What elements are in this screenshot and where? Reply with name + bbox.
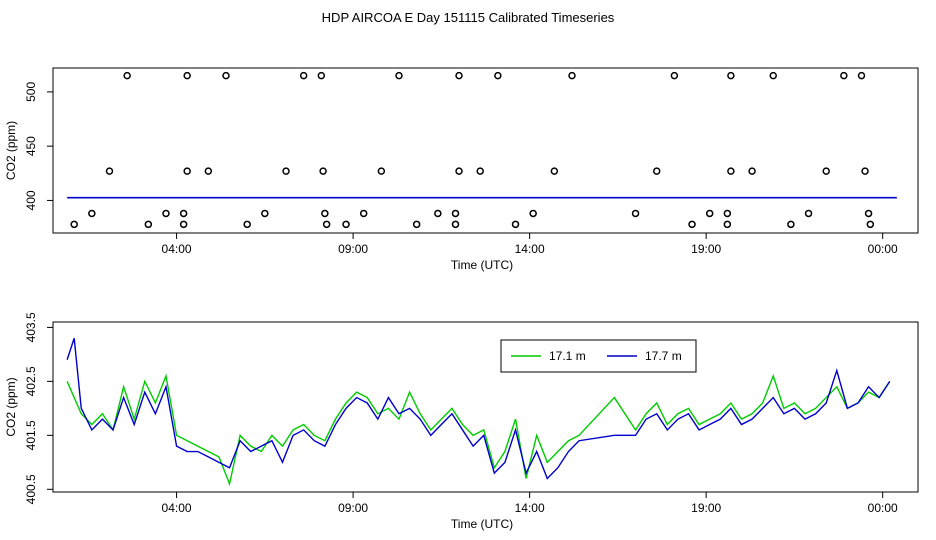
data-point	[222, 71, 230, 80]
data-point	[162, 209, 170, 218]
x-tick-label: 00:00	[868, 242, 898, 256]
data-point	[723, 220, 732, 229]
x-tick-label: 00:00	[868, 501, 898, 515]
y-axis-label: CO2 (ppm)	[4, 377, 18, 436]
y-tick-label: 450	[24, 136, 38, 156]
data-point	[494, 71, 502, 80]
bottom-panel-line: 04:00 09:00 14:00 19:00 00:00 400.5 401.5 402.5…	[4, 312, 919, 531]
data-point	[123, 71, 131, 80]
data-point	[787, 220, 795, 229]
data-point	[342, 220, 350, 229]
x-tick-label: 14:00	[515, 242, 545, 256]
figure-title: HDP AIRCOA E Day 151115 Calibrated Times…	[322, 10, 615, 25]
plot-frame	[52, 321, 919, 493]
data-point	[204, 167, 213, 175]
data-point	[88, 209, 96, 218]
data-point	[179, 209, 188, 218]
data-point	[183, 71, 191, 80]
data-point	[866, 220, 875, 229]
data-point	[412, 220, 421, 229]
data-point	[804, 209, 813, 218]
y-tick-label: 401.5	[24, 420, 38, 450]
data-point	[631, 209, 640, 218]
y-tick-label: 500	[24, 82, 38, 102]
data-point	[861, 167, 869, 175]
x-tick-label: 04:00	[162, 501, 192, 515]
data-point	[769, 71, 777, 80]
y-tick-label: 403.5	[24, 312, 38, 342]
data-point	[282, 167, 290, 175]
x-tick-label: 19:00	[691, 242, 721, 256]
data-point	[568, 71, 576, 80]
x-tick-label: 14:00	[515, 501, 545, 515]
y-axis-label: CO2 (ppm)	[4, 121, 18, 180]
data-point	[688, 220, 696, 229]
data-point	[840, 71, 848, 80]
legend-entry: 17.7 m	[645, 349, 682, 363]
data-point	[476, 167, 484, 175]
data-point	[70, 220, 78, 229]
data-point	[317, 71, 326, 80]
data-point	[723, 209, 732, 218]
data-point	[864, 209, 873, 218]
x-tick-label: 19:00	[691, 501, 721, 515]
legend-entry: 17.1 m	[549, 349, 586, 363]
top-panel-scatter: 04:00 09:00 14:00 19:00 00:00 400 450 500 Time (…	[4, 67, 919, 272]
x-axis-label: Time (UTC)	[451, 517, 513, 531]
data-point	[748, 167, 756, 175]
data-point	[550, 167, 559, 175]
data-point	[377, 167, 386, 175]
data-point	[455, 167, 463, 175]
data-point	[105, 167, 114, 175]
data-point	[243, 220, 251, 229]
data-point	[529, 209, 537, 218]
data-point	[822, 167, 830, 175]
data-point	[451, 220, 460, 229]
data-point	[144, 220, 153, 229]
data-point	[705, 209, 714, 218]
data-point	[434, 209, 442, 218]
legend-box	[500, 339, 697, 373]
data-point	[261, 209, 269, 218]
x-tick-label: 04:00	[162, 242, 192, 256]
y-tick-label: 400.5	[24, 474, 38, 504]
data-point	[299, 71, 308, 80]
data-point	[179, 220, 188, 229]
legend: 17.1 m 17.7 m	[500, 339, 697, 373]
series-line-2	[66, 337, 891, 480]
data-point	[670, 71, 679, 80]
data-point	[359, 209, 368, 218]
data-point	[183, 167, 191, 175]
data-point	[322, 220, 331, 229]
data-point	[727, 167, 735, 175]
data-point	[511, 220, 520, 229]
data-point	[857, 71, 866, 80]
data-point	[395, 71, 403, 80]
x-tick-label: 09:00	[338, 242, 368, 256]
y-tick-label: 402.5	[24, 366, 38, 396]
data-point	[321, 209, 329, 218]
data-point	[451, 209, 460, 218]
data-point	[652, 167, 661, 175]
data-point	[319, 167, 327, 175]
x-axis-label: Time (UTC)	[451, 258, 513, 272]
series-line-1	[66, 373, 891, 487]
data-point	[455, 71, 463, 80]
y-tick-label: 400	[24, 190, 38, 210]
plot-frame	[52, 67, 919, 234]
data-point	[727, 71, 735, 80]
x-tick-label: 09:00	[338, 501, 368, 515]
